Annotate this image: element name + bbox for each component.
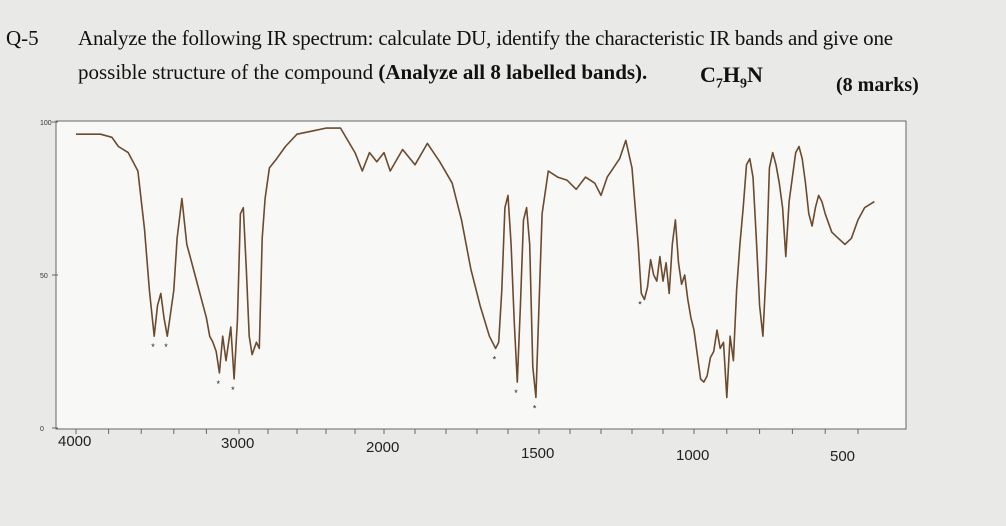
x-tick-label: 1000 [676,447,709,464]
band-label-star: * [151,342,155,352]
band-label-star: * [493,354,497,364]
formula-text: C7H9N [700,62,763,92]
question-block: Q-5 Analyze the following IR spectrum: c… [0,0,1006,110]
x-axis: 4000 3000 2000 1500 1000 500 [58,429,859,465]
band-label-star: * [164,342,168,352]
spectrum-line [76,127,875,399]
question-text-line2: possible structure of the compound (Anal… [78,60,647,85]
band-label-star: * [216,379,220,389]
band-label-star: * [231,385,235,395]
band-label-star: * [514,388,518,398]
x-tick-label: 1500 [521,445,554,462]
marks-label: (8 marks) [836,74,919,96]
question-text-plain: possible structure of the compound [78,60,374,84]
x-tick-label: 2000 [366,439,399,456]
y-tick-label: 0 [40,426,44,433]
molecular-formula: C7H9N [700,62,763,92]
question-text-bold: (Analyze all 8 labelled bands). [378,60,648,84]
x-tick-label: 4000 [58,433,91,450]
x-tick-label: 3000 [221,435,254,452]
band-label-star: * [638,299,642,309]
y-tick-label: 100 [40,120,52,127]
y-axis: 100 50 0 [40,120,58,433]
question-number: Q-5 [6,26,39,50]
plot-frame [55,120,907,430]
x-tick-label: 500 [830,448,855,465]
band-labels: * * * * * * * * [151,299,642,413]
y-tick-label: 50 [40,273,48,280]
question-text-line1: Analyze the following IR spectrum: calcu… [78,26,893,50]
band-label-star: * [533,403,537,413]
